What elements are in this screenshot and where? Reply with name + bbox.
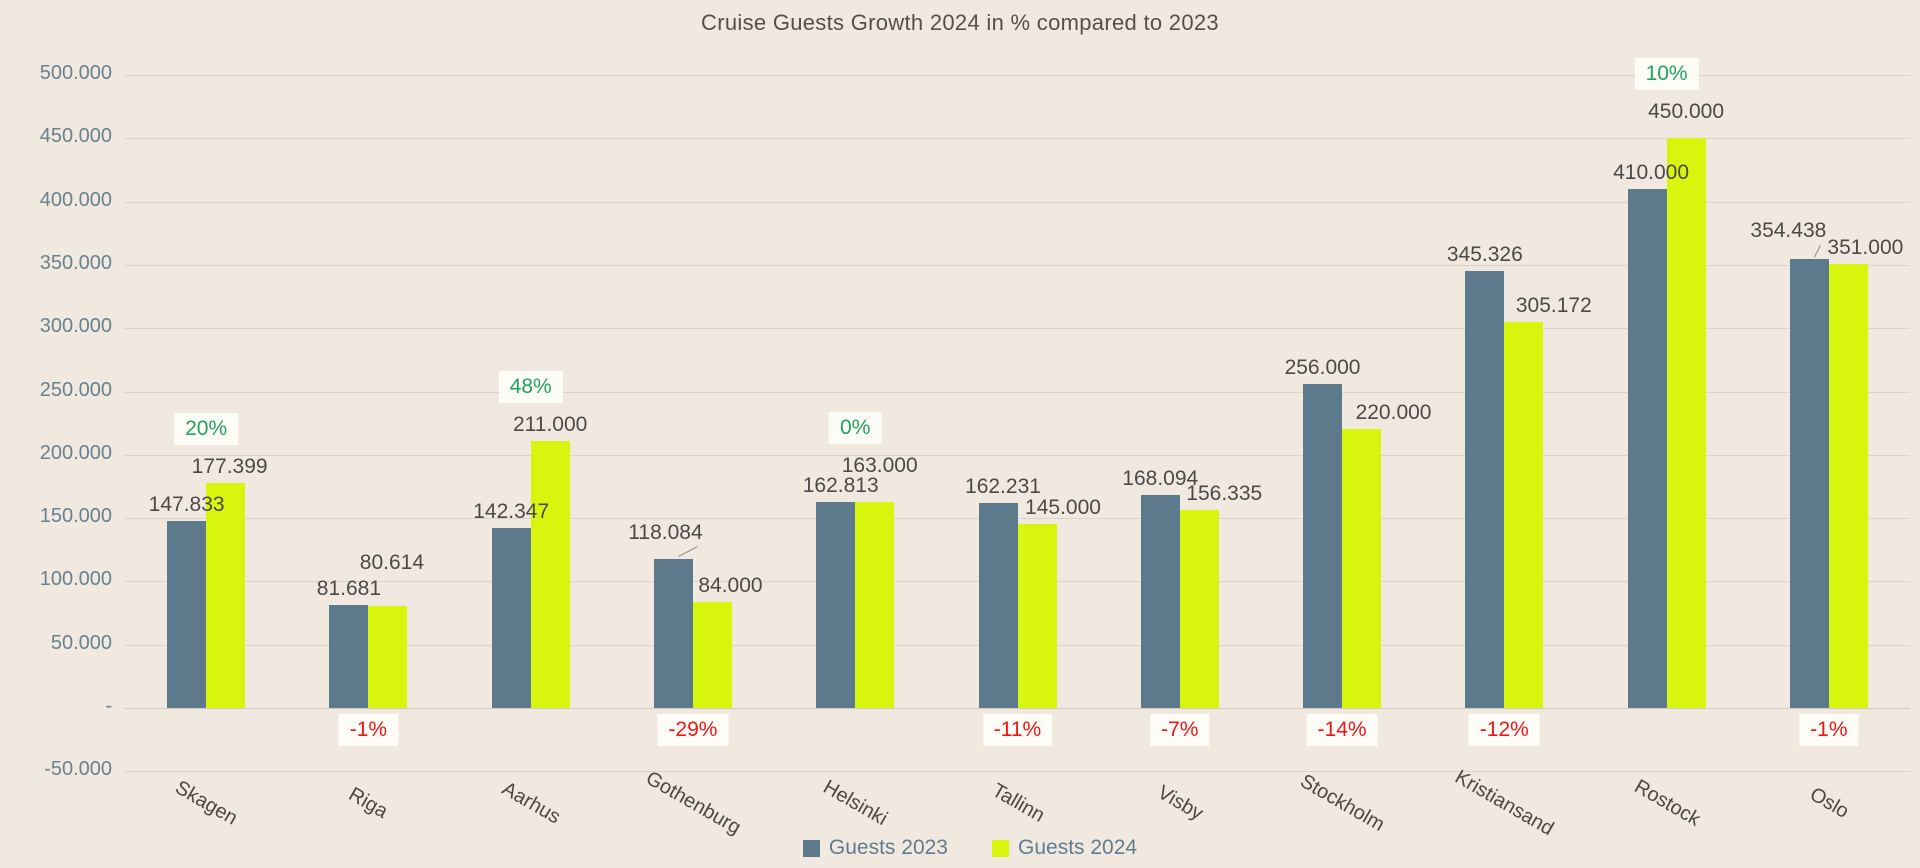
legend-label: Guests 2023	[828, 836, 948, 859]
bar-guests-2023-skagen	[167, 520, 207, 708]
bar-guests-2023-rostock	[1627, 188, 1667, 708]
bar-guests-2024-gothenburg	[692, 601, 732, 708]
y-tick-label: 400.000	[39, 188, 112, 211]
x-label-visby: Visby	[1153, 781, 1207, 825]
value-label-2023-kristiansand: 345.326	[1446, 242, 1523, 266]
bar-guests-2023-stockholm	[1303, 383, 1343, 708]
y-tick-label: 450.000	[39, 125, 112, 148]
gridline-200.000	[125, 454, 1910, 456]
y-tick-label: 250.000	[39, 378, 112, 401]
y-tick-label: 500.000	[39, 62, 112, 84]
bar-guests-2023-tallinn	[978, 502, 1018, 708]
bar-guests-2024-skagen	[206, 483, 246, 708]
value-label-2023-stockholm: 256.000	[1284, 355, 1361, 379]
bar-guests-2024-aarhus	[530, 440, 570, 708]
legend: Guests 2023 Guests 2024	[0, 836, 1920, 860]
value-label-2024-kristiansand: 305.172	[1515, 293, 1592, 317]
growth-badge-tallinn: -11%	[982, 714, 1053, 746]
growth-badge-oslo: -1%	[1799, 714, 1859, 746]
gridline-350.000	[125, 264, 1910, 266]
gridline-250.000	[125, 391, 1910, 393]
x-label-kristiansand: Kristiansand	[1451, 766, 1558, 841]
leader-line-gothenburg	[678, 546, 698, 557]
growth-badge-skagen: 20%	[174, 413, 239, 446]
value-label-2024-aarhus: 211.000	[512, 412, 588, 436]
x-label-gothenburg: Gothenburg	[641, 767, 745, 840]
value-label-2024-gothenburg: 84.000	[698, 573, 763, 597]
growth-badge-visby: -7%	[1150, 714, 1210, 746]
value-label-2023-aarhus: 142.347	[473, 499, 550, 523]
gridline-300.000	[125, 328, 1910, 330]
value-label-2023-rostock: 410.000	[1613, 160, 1690, 184]
value-label-2024-oslo: 351.000	[1827, 235, 1904, 259]
value-label-2023-visby: 168.094	[1122, 467, 1199, 491]
value-label-2024-helsinki: 163.000	[841, 453, 918, 477]
chart-title: Cruise Guests Growth 2024 in % compared …	[701, 10, 1219, 35]
value-label-2024-visby: 156.335	[1186, 482, 1263, 506]
x-label-tallinn: Tallinn	[987, 779, 1048, 827]
value-label-2023-skagen: 147.833	[148, 492, 225, 516]
growth-badge-helsinki: 0%	[829, 411, 882, 444]
growth-badge-kristiansand: -12%	[1468, 714, 1540, 746]
legend-item-guests-2023: Guests 2023	[802, 836, 948, 860]
bar-guests-2023-kristiansand	[1465, 270, 1505, 708]
legend-swatch-icon	[802, 839, 820, 857]
growth-badge-stockholm: -14%	[1306, 714, 1378, 746]
bar-guests-2024-stockholm	[1342, 429, 1382, 708]
gridline-500.000	[125, 75, 1910, 76]
x-label-riga: Riga	[345, 783, 392, 823]
value-label-2024-tallinn: 145.000	[1025, 496, 1101, 520]
leader-line-oslo	[1813, 245, 1821, 258]
bar-guests-2023-oslo	[1789, 259, 1829, 708]
bar-guests-2023-gothenburg	[653, 558, 693, 708]
y-tick-label: 100.000	[39, 568, 112, 591]
x-label-oslo: Oslo	[1805, 783, 1853, 823]
bar-guests-2024-helsinki	[855, 501, 895, 708]
value-label-2023-helsinki: 162.813	[802, 473, 879, 497]
gridline--	[125, 708, 1910, 709]
bar-guests-2024-kristiansand	[1504, 321, 1544, 708]
value-label-2024-stockholm: 220.000	[1355, 401, 1432, 425]
gridline--50.000	[125, 771, 1910, 773]
x-label-aarhus: Aarhus	[497, 777, 564, 829]
value-label-2024-riga: 80.614	[359, 550, 425, 574]
y-tick-label: 150.000	[39, 505, 112, 528]
growth-badge-rostock: 10%	[1634, 58, 1699, 91]
y-tick-label: -50.000	[44, 758, 112, 781]
y-tick-label: 200.000	[39, 441, 112, 464]
legend-swatch-icon	[992, 839, 1009, 857]
y-tick-label: 350.000	[39, 251, 112, 274]
x-label-helsinki: Helsinki	[819, 776, 892, 831]
value-label-2024-rostock: 450.000	[1648, 100, 1725, 124]
y-tick-label: 50.000	[50, 631, 112, 654]
value-label-2023-tallinn: 162.231	[965, 474, 1041, 498]
bar-guests-2023-riga	[329, 604, 369, 708]
bar-guests-2023-aarhus	[491, 527, 531, 708]
bar-guests-2023-visby	[1140, 495, 1180, 708]
bar-guests-2024-rostock	[1666, 138, 1706, 708]
bar-guests-2024-riga	[368, 605, 408, 708]
value-label-2024-skagen: 177.399	[191, 455, 268, 479]
y-tick-label: -	[105, 695, 112, 717]
legend-item-guests-2024: Guests 2024	[992, 836, 1137, 860]
x-label-stockholm: Stockholm	[1296, 770, 1389, 836]
bar-guests-2023-helsinki	[816, 501, 856, 708]
bar-guests-2024-visby	[1179, 510, 1219, 708]
gridline-150.000	[125, 518, 1910, 520]
y-tick-label: 300.000	[39, 315, 112, 338]
growth-badge-aarhus: 48%	[498, 370, 563, 403]
legend-label: Guests 2024	[1018, 836, 1138, 859]
value-label-2023-oslo: 354.438	[1750, 219, 1827, 243]
gridline-450.000	[125, 138, 1910, 140]
bar-guests-2024-oslo	[1828, 263, 1868, 708]
x-label-skagen: Skagen	[171, 776, 242, 830]
x-label-rostock: Rostock	[1630, 775, 1704, 831]
bar-guests-2024-tallinn	[1017, 524, 1057, 708]
growth-badge-gothenburg: -29%	[657, 714, 729, 746]
gridline-400.000	[125, 201, 1910, 203]
value-label-2023-riga: 81.681	[316, 576, 382, 600]
value-label-2023-gothenburg: 118.084	[628, 520, 703, 544]
growth-badge-riga: -1%	[338, 714, 399, 746]
